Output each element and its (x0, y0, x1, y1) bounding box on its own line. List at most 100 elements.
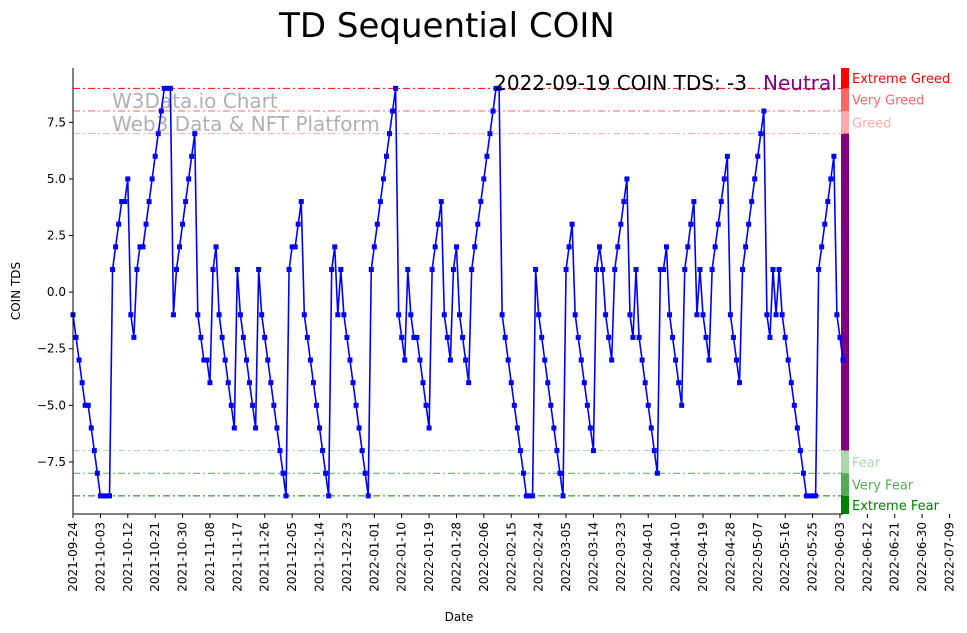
data-point (432, 244, 438, 250)
data-point (794, 425, 800, 431)
data-point (551, 425, 557, 431)
zone-segment-3 (841, 133, 849, 451)
data-point (125, 176, 131, 182)
data-point (822, 221, 828, 227)
data-point (365, 493, 371, 499)
data-point (335, 312, 341, 318)
zone-label-0: Extreme Greed (852, 72, 950, 87)
y-tick-label: 2.5 (47, 229, 66, 243)
data-point (265, 357, 271, 363)
x-tick-label: 2022-02-15 (504, 522, 518, 592)
data-point (727, 312, 733, 318)
data-point (441, 312, 447, 318)
data-point (670, 334, 676, 340)
data-point (475, 221, 481, 227)
data-point (107, 493, 113, 499)
data-point (715, 221, 721, 227)
data-point (140, 244, 146, 250)
data-point (262, 334, 268, 340)
data-point (310, 380, 316, 386)
data-point (520, 470, 526, 476)
data-point (630, 334, 636, 340)
data-point (173, 266, 179, 272)
data-point (496, 85, 502, 91)
x-tick-label: 2022-04-10 (669, 522, 683, 592)
data-point (612, 266, 618, 272)
x-tick-label: 2022-03-14 (586, 522, 600, 592)
data-point (569, 221, 575, 227)
data-point (584, 402, 590, 408)
data-point (380, 176, 386, 182)
data-point (752, 176, 758, 182)
data-point (353, 402, 359, 408)
data-point (700, 312, 706, 318)
data-point (642, 380, 648, 386)
data-point (195, 312, 201, 318)
data-point (663, 244, 669, 250)
data-point (359, 448, 365, 454)
data-point (536, 312, 542, 318)
data-point (810, 493, 816, 499)
data-point (149, 176, 155, 182)
data-point (134, 266, 140, 272)
x-tick-label: 2022-04-19 (696, 522, 710, 592)
annotation: 2022-09-19 COIN TDS: -3 Neutral (494, 71, 837, 95)
data-point (706, 357, 712, 363)
data-point (660, 266, 666, 272)
data-point (813, 493, 819, 499)
data-point (234, 266, 240, 272)
data-point (170, 312, 176, 318)
data-point (326, 493, 332, 499)
data-point (213, 244, 219, 250)
data-point (292, 244, 298, 250)
data-point (472, 244, 478, 250)
data-point (718, 199, 724, 205)
zone-bar (841, 68, 849, 514)
data-point (225, 380, 231, 386)
data-point (167, 85, 173, 91)
x-tick-label: 2021-11-26 (258, 522, 272, 592)
data-point (554, 448, 560, 454)
data-point (791, 402, 797, 408)
data-point (444, 334, 450, 340)
y-tick-label: 7.5 (47, 115, 66, 129)
data-point (231, 425, 237, 431)
data-point (530, 493, 536, 499)
data-point (447, 357, 453, 363)
data-point (240, 334, 246, 340)
x-tick-label: 2021-12-23 (340, 522, 354, 592)
data-point (411, 334, 417, 340)
data-point (603, 312, 609, 318)
data-point (453, 244, 459, 250)
data-point (654, 470, 660, 476)
x-tick-label: 2022-01-28 (449, 522, 463, 592)
data-point (487, 131, 493, 137)
data-point (627, 312, 633, 318)
data-point (362, 470, 368, 476)
data-point (429, 266, 435, 272)
x-tick-label: 2021-11-17 (230, 522, 244, 592)
data-point (161, 85, 167, 91)
data-point (773, 312, 779, 318)
x-axis-label: Date (445, 610, 474, 624)
data-point (402, 357, 408, 363)
data-point (694, 312, 700, 318)
data-point (393, 85, 399, 91)
data-point (499, 312, 505, 318)
data-point (420, 380, 426, 386)
x-tick-label: 2022-05-25 (806, 522, 820, 592)
data-point (158, 108, 164, 114)
data-point (390, 108, 396, 114)
data-point (517, 448, 523, 454)
data-point (578, 357, 584, 363)
data-point (177, 244, 183, 250)
watermark-line-1: W3Data.io Chart (112, 89, 278, 113)
data-point (645, 402, 651, 408)
data-point (97, 493, 103, 499)
zone-segment-2 (841, 111, 849, 134)
data-point (636, 334, 642, 340)
data-point (88, 425, 94, 431)
data-point (320, 448, 326, 454)
data-point (667, 312, 673, 318)
